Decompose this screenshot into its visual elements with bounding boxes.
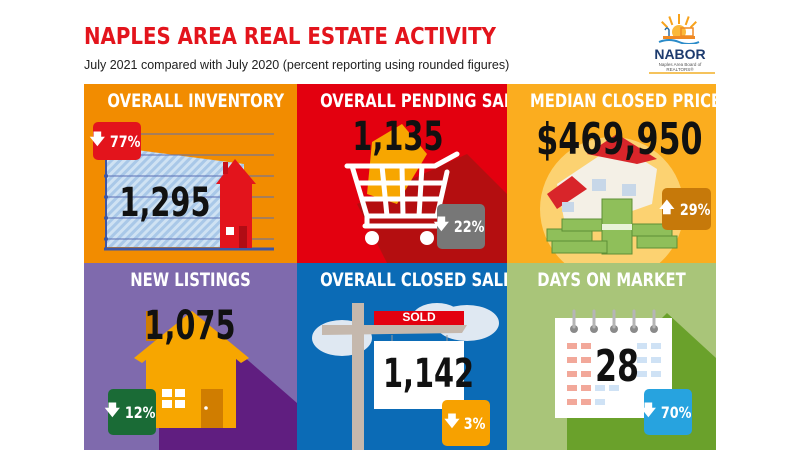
tile-title: NEW LISTINGS <box>130 269 251 291</box>
arrow-down-icon: 🡇 <box>433 215 450 233</box>
logo-divider <box>649 72 715 74</box>
sold-sign-icon <box>312 303 499 450</box>
tile-title: OVERALL PENDING SALES <box>320 90 507 112</box>
days-on-market-change-badge: 🡇 70% <box>640 389 692 435</box>
tile-overall-inventory: OVERALL INVENTORY <box>84 84 297 263</box>
new-listings-change-badge: 🡇 12% <box>104 389 156 435</box>
house-money-icon <box>540 134 684 263</box>
page-title: NAPLES AREA REAL ESTATE ACTIVITY <box>84 24 496 50</box>
page-subtitle: July 2021 compared with July 2020 (perce… <box>84 58 510 72</box>
tile-median-closed-price: MEDIAN CLOSED PRICE $469,950 🡅 29% <box>507 84 716 263</box>
pending-sales-value: 1,135 <box>352 114 444 160</box>
pending-sales-change-badge: 🡇 22% <box>433 204 485 249</box>
inventory-value: 1,295 <box>119 180 211 226</box>
inventory-chart-icon <box>104 133 274 251</box>
arrow-down-icon: 🡇 <box>89 129 106 148</box>
nabor-logo: NABOR Naples Area Board of REALTORS® <box>645 12 715 76</box>
shopping-cart-icon <box>344 124 460 245</box>
tile-overall-pending-sales: OVERALL PENDING SALES 1,135 🡇22% <box>297 84 507 263</box>
house-icon <box>134 311 249 428</box>
tile-days-on-market: DAYS ON MARKET <box>507 263 716 450</box>
inventory-change-badge: 🡇 77% <box>89 122 141 160</box>
tile-title: OVERALL CLOSED SALES <box>320 269 507 291</box>
median-price-value: $469,950 <box>536 114 703 165</box>
sold-sign-label: SOLD <box>402 310 436 324</box>
new-listings-value: 1,075 <box>144 303 236 349</box>
closed-sales-value: 1,142 <box>383 351 475 397</box>
arrow-up-icon: 🡅 <box>659 197 675 216</box>
logo-name: NABOR <box>654 46 706 62</box>
arrow-down-icon: 🡇 <box>104 400 121 419</box>
closed-sales-change-badge: 🡇 3% <box>442 400 490 446</box>
median-price-change-badge: 🡅 29% <box>659 188 711 230</box>
tile-title: OVERALL INVENTORY <box>107 90 285 112</box>
arrow-down-icon: 🡇 <box>640 400 657 419</box>
tile-overall-closed-sales: OVERALL CLOSED SALES SOLD 1,142 🡇 3% <box>297 263 507 450</box>
arrow-down-icon: 🡇 <box>444 411 460 430</box>
stats-grid: OVERALL INVENTORY <box>84 84 716 450</box>
tile-title: MEDIAN CLOSED PRICE <box>529 90 716 112</box>
days-on-market-value: 28 <box>594 341 640 392</box>
tile-title: DAYS ON MARKET <box>537 269 686 291</box>
tile-new-listings: NEW LISTINGS 1,075 🡇 12% <box>84 263 297 450</box>
logo-tagline: Naples Area Board of REALTORS® <box>658 62 702 72</box>
sun-logo-icon <box>658 14 700 44</box>
